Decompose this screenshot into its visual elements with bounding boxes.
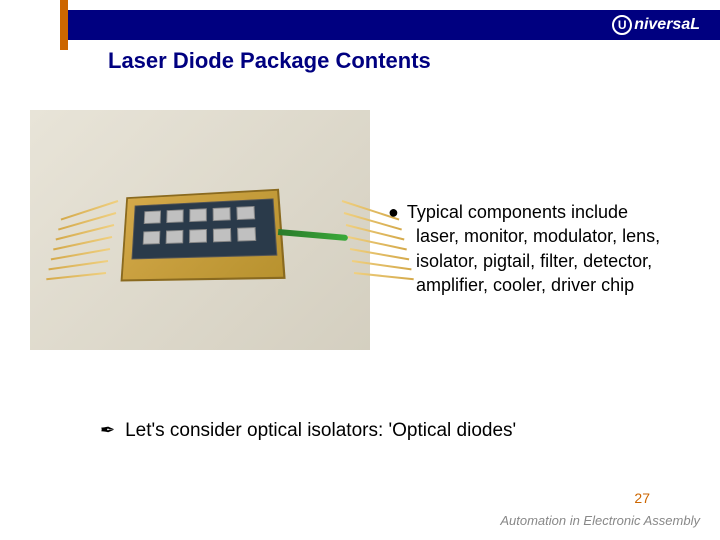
logo-text: niversaL — [634, 16, 700, 34]
logo: U niversaL — [612, 15, 700, 35]
main-bullet: ● Typical components include laser, moni… — [388, 200, 710, 297]
package-body-icon — [121, 189, 286, 282]
footer-tagline: Automation in Electronic Assembly — [500, 513, 700, 528]
bullet-body-text: laser, monitor, modulator, lens, isolato… — [416, 224, 710, 297]
page-number: 27 — [634, 490, 650, 506]
lower-bullet: ✒ Let's consider optical isolators: 'Opt… — [100, 420, 700, 442]
lower-bullet-text: Let's consider optical isolators: 'Optic… — [125, 420, 516, 442]
fiber-pigtail-icon — [278, 229, 348, 241]
accent-bar — [60, 0, 68, 50]
logo-circle-icon: U — [612, 15, 632, 35]
bullet-lead-text: Typical components include — [407, 200, 628, 224]
laser-diode-photo — [30, 110, 370, 350]
pen-icon: ✒ — [100, 420, 115, 441]
page-title: Laser Diode Package Contents — [108, 48, 431, 74]
package-inner-icon — [131, 198, 277, 259]
bullet-marker-icon: ● — [388, 200, 399, 224]
header-bar: U niversaL — [60, 10, 720, 40]
